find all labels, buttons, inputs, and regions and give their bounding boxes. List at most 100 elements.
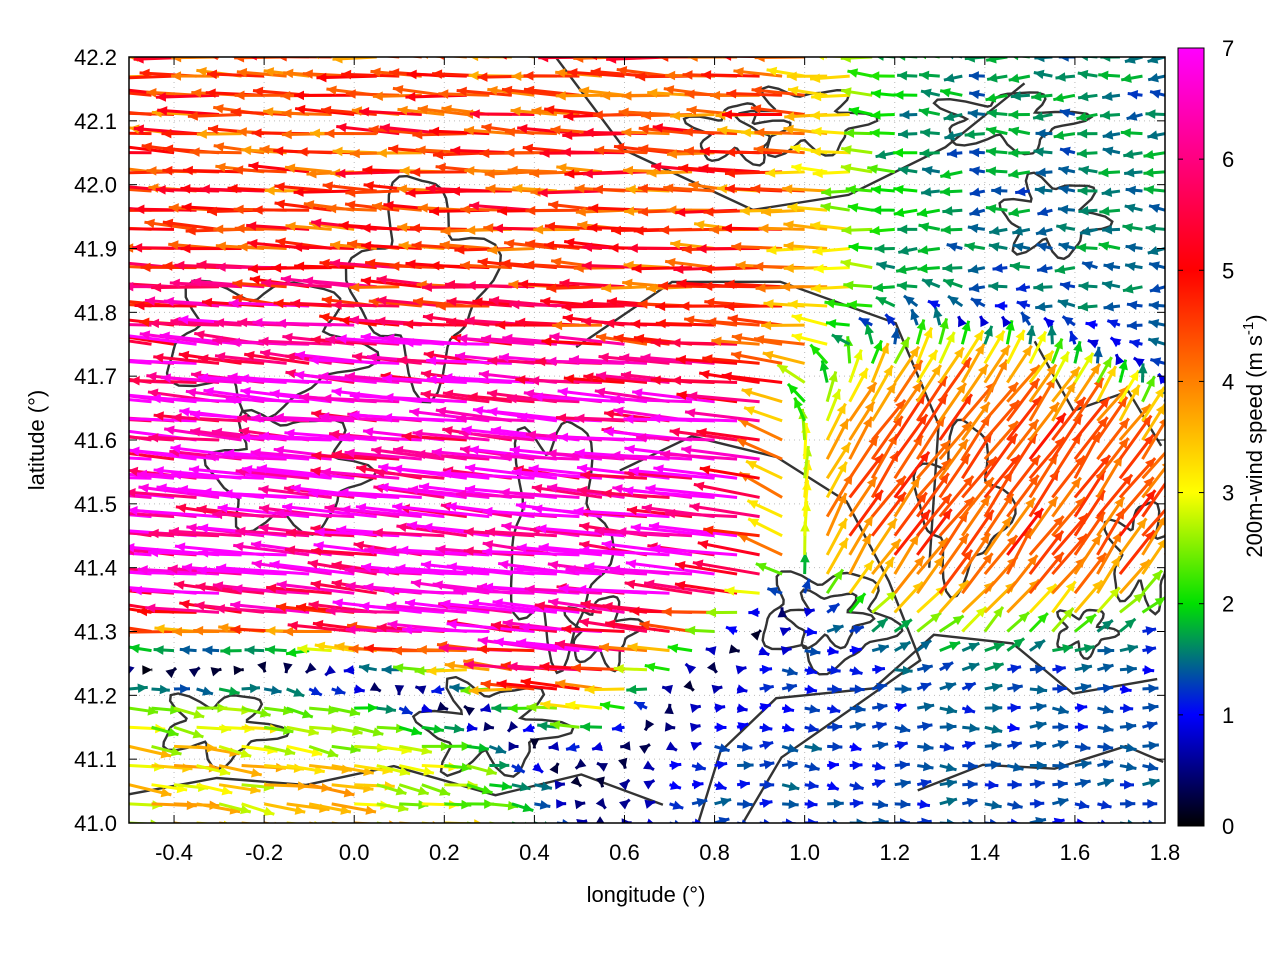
wind-arrow (870, 415, 904, 461)
wind-arrow (412, 428, 490, 442)
wind-arrow (1006, 740, 1023, 750)
wind-arrow (1141, 403, 1165, 441)
wind-arrow-head (537, 721, 548, 731)
wind-arrow (1125, 185, 1143, 196)
wind-arrow (1006, 578, 1041, 614)
wind-arrow (961, 329, 985, 365)
wind-arrow-head (295, 602, 307, 613)
wind-arrow-head (265, 626, 276, 636)
wind-arrow-head (609, 564, 621, 575)
wind-arrow-head (307, 559, 319, 569)
wind-arrow-head (1078, 800, 1090, 810)
wind-arrow (864, 323, 874, 345)
wind-arrow (1052, 761, 1069, 771)
wind-arrow-head (1118, 418, 1129, 430)
wind-arrow (781, 781, 800, 792)
wind-arrow-head (780, 282, 791, 292)
wind-arrow (159, 331, 242, 346)
wind-arrow-head (919, 451, 930, 463)
wind-arrow-head (1029, 378, 1040, 390)
wind-arrow (202, 645, 220, 656)
wind-arrow-head (716, 722, 727, 733)
wind-arrow (398, 783, 430, 796)
wind-arrow-head (1145, 223, 1156, 234)
wind-arrow-shaft (687, 393, 760, 404)
wind-arrow-head (138, 483, 149, 494)
wind-arrow (1074, 643, 1095, 654)
wind-arrow-head (1133, 357, 1145, 368)
wind-arrow-head (622, 165, 634, 176)
wind-arrow (620, 741, 631, 751)
wind-arrow-shaft (331, 452, 400, 461)
wind-arrow-shaft (554, 641, 625, 653)
wind-arrow (198, 354, 265, 365)
wind-arrow (1119, 617, 1137, 633)
wind-arrow (804, 704, 821, 714)
wind-arrow-head (579, 522, 590, 532)
wind-arrow (1096, 555, 1122, 594)
wind-arrow (531, 483, 603, 499)
wind-arrow-shaft (541, 339, 603, 346)
wind-arrow (284, 163, 332, 174)
wind-arrow (1097, 683, 1114, 694)
wind-arrow-head (782, 184, 793, 194)
wind-arrow-shaft (482, 509, 580, 519)
wind-arrow (681, 445, 760, 461)
wind-arrow-head (828, 371, 838, 383)
wind-arrow-shaft (395, 566, 490, 576)
wind-arrow (232, 278, 287, 289)
wind-arrow (1051, 381, 1077, 422)
wind-arrow-head (536, 524, 547, 534)
wind-arrow-head (1015, 330, 1025, 342)
wind-arrow-head (439, 786, 451, 796)
wind-arrow (750, 629, 762, 641)
wind-arrow-head (484, 169, 495, 179)
wind-arrow-head (1102, 224, 1113, 235)
wind-arrow-head (728, 644, 740, 654)
wind-arrow-head (529, 738, 540, 749)
wind-arrow-head (397, 222, 408, 233)
wind-arrow-head (397, 355, 408, 366)
wind-arrow-head (179, 407, 190, 417)
wind-arrow-head (930, 612, 941, 623)
wind-arrow-head (492, 598, 503, 608)
wind-arrow (1119, 798, 1136, 809)
wind-arrow (182, 165, 242, 176)
wind-arrow-head (488, 822, 489, 823)
wind-arrow (867, 164, 895, 174)
wind-arrow-head (341, 826, 352, 835)
wind-arrow-shaft (138, 485, 220, 499)
wind-arrow (670, 338, 738, 348)
wind-arrow-head (365, 805, 377, 815)
wind-arrow-head (574, 799, 586, 810)
wind-arrow-head (696, 797, 708, 808)
wind-arrow-head (1013, 242, 1024, 252)
wind-arrow-head (624, 206, 635, 216)
wind-arrow-shaft (212, 512, 287, 519)
wind-arrow-head (139, 330, 151, 340)
wind-arrow-shaft (1141, 451, 1165, 480)
wind-arrow-head (274, 508, 285, 518)
wind-arrow (687, 391, 760, 404)
wind-arrow (613, 664, 648, 674)
wind-arrow-shaft (604, 621, 670, 633)
wind-arrow-head (446, 562, 457, 572)
wind-arrow (848, 381, 878, 422)
wind-arrow-head (538, 542, 549, 553)
wind-arrow-head (1057, 204, 1069, 215)
wind-arrow (915, 319, 926, 345)
wind-arrow (376, 783, 407, 796)
wind-arrow-head (502, 333, 513, 344)
wind-arrow (871, 491, 907, 537)
wind-arrow-head (411, 240, 422, 251)
wind-arrow-head (420, 703, 432, 713)
wind-arrow-shaft (311, 453, 377, 461)
wind-arrow-head (1125, 743, 1137, 753)
wind-arrow (804, 762, 820, 772)
wind-arrow (214, 604, 287, 614)
wind-arrow-head (472, 297, 483, 307)
wind-arrow (230, 600, 310, 614)
wind-arrow (313, 541, 400, 557)
wind-arrow (129, 359, 197, 365)
wind-arrow-head (961, 320, 971, 332)
